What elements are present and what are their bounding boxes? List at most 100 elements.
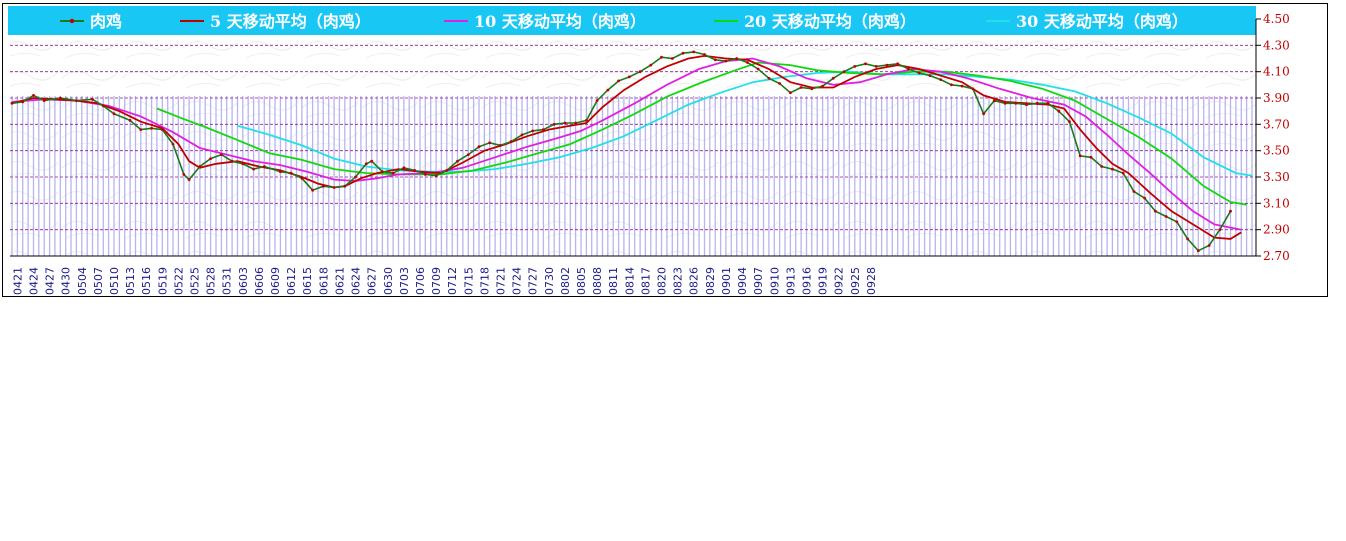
data-point [252,167,256,171]
data-point [220,153,223,157]
data-point [343,184,347,188]
data-point [466,153,470,157]
x-tick-label: 0522 [172,267,185,295]
data-point [1154,209,1157,213]
y-tick-label: 3.90 [1263,91,1290,105]
data-point [649,63,653,67]
data-point [703,53,706,56]
x-tick-label: 0513 [124,267,137,295]
x-tick-label: 0627 [366,267,379,295]
data-point [1143,196,1146,200]
data-point [971,87,975,91]
data-point [585,119,588,122]
data-point [1003,101,1007,105]
data-point [724,59,728,63]
x-tick-label: 0721 [495,267,508,295]
data-point [1100,165,1104,168]
series-layer [10,50,1253,253]
legend-label-ma20: 20 天移动平均（肉鸡） [744,12,916,31]
x-tick-label: 0612 [285,267,298,295]
data-point [606,88,610,92]
data-point [617,79,620,83]
x-tick-label: 0618 [317,267,330,295]
data-point [1175,220,1179,224]
data-point [595,99,599,102]
x-tick-label: 0916 [801,267,814,295]
data-point [1196,249,1200,253]
x-tick-label: 0730 [543,267,556,295]
x-tick-label: 0609 [269,267,282,295]
y-axis: 4.50 4.30 4.10 3.90 3.70 3.50 3.30 3.10 2.90 2.70 [10,12,1290,263]
data-point [681,51,685,55]
y-tick-label: 2.90 [1263,223,1290,237]
x-axis: 0421 0424 0427 0430 0504 0507 0510 0513 0516 0519… [11,267,878,295]
x-tick-label: 0421 [11,267,24,295]
y-tick-label: 4.50 [1263,12,1290,26]
data-point [542,128,545,132]
data-point [799,86,803,89]
data-point [756,67,760,71]
data-point [423,173,427,176]
x-tick-label: 0802 [559,267,572,295]
x-tick-label: 0904 [736,267,749,295]
x-tick-label: 0826 [688,267,701,295]
data-point [574,121,577,125]
data-point [1207,244,1211,247]
x-tick-label: 0925 [849,267,862,295]
data-point [262,165,266,168]
y-tick-label: 3.30 [1263,170,1290,184]
x-tick-label: 0919 [817,267,830,295]
data-point [1078,154,1082,158]
data-point [520,133,524,137]
data-point [364,162,368,166]
x-tick-label: 0817 [639,267,652,295]
x-tick-label: 0709 [430,267,443,295]
x-tick-label: 0718 [478,267,491,295]
x-tick-label: 0606 [253,267,266,295]
data-point [1164,215,1168,218]
data-point [150,126,154,130]
data-point [638,70,642,74]
data-point [499,144,502,147]
data-point [241,162,245,166]
data-point [139,128,143,132]
x-tick-label: 0715 [462,267,475,295]
x-tick-label: 0525 [189,267,202,295]
data-point [735,57,739,60]
x-tick-label: 0703 [398,267,411,295]
x-tick-label: 0621 [333,267,346,295]
data-point [831,76,835,80]
data-point [939,78,943,81]
data-point [531,129,535,133]
data-point [1035,101,1039,105]
data-point [1025,103,1028,106]
data-point [1186,237,1189,241]
data-point [1111,167,1114,171]
y-tick-label: 4.30 [1263,38,1290,52]
data-point [778,82,781,85]
x-tick-label: 0507 [92,267,105,295]
data-point [128,119,132,122]
data-point [198,165,202,168]
data-point [1218,228,1222,232]
data-point [960,84,964,88]
data-point [660,55,663,59]
data-point [112,112,116,116]
y-tick-label: 2.70 [1263,249,1290,263]
data-point [992,99,996,102]
data-point [402,166,406,170]
x-tick-label: 0901 [720,267,733,295]
data-point [1068,120,1071,124]
data-point [670,57,674,60]
y-tick-label: 3.50 [1263,144,1290,158]
x-tick-label: 0630 [382,267,395,295]
data-point [746,61,749,64]
data-point [445,169,449,172]
x-tick-label: 0811 [607,267,620,295]
x-tick-label: 0727 [527,267,540,295]
data-point [821,84,824,88]
x-tick-label: 0624 [350,267,363,295]
data-point [182,173,186,176]
data-point [10,101,14,105]
data-point [370,159,374,163]
